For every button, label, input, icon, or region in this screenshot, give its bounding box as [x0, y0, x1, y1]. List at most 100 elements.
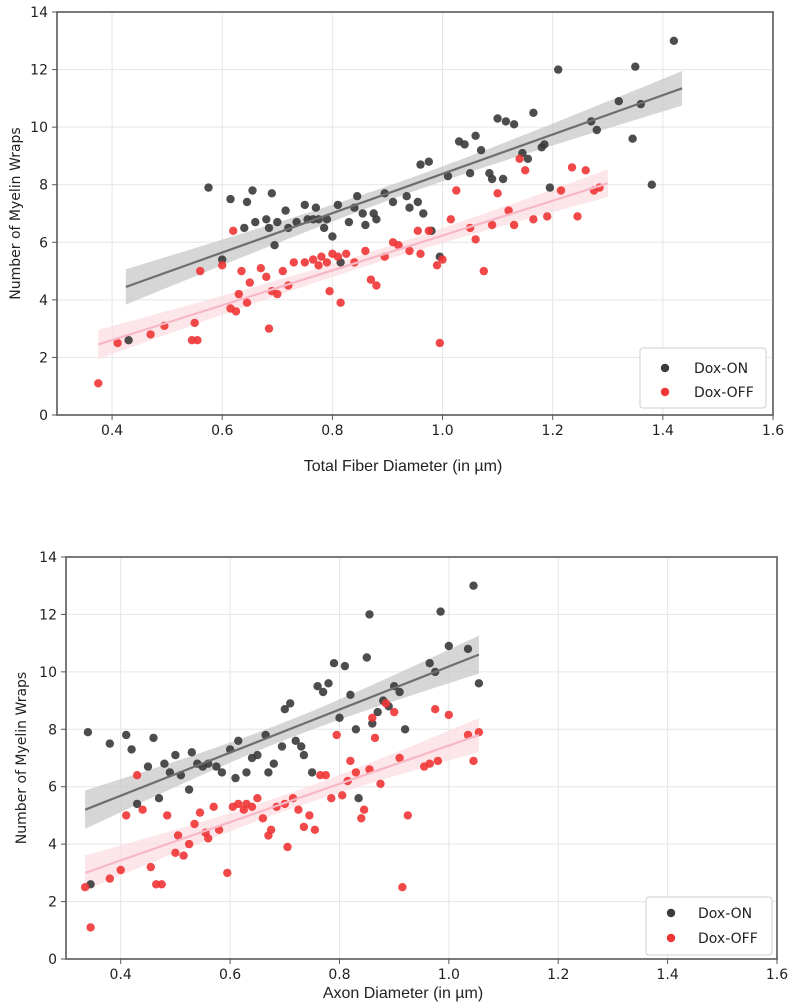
point-dox-off	[229, 226, 238, 235]
point-dox-off	[234, 289, 243, 299]
x-tick-label: 1.0	[431, 423, 453, 439]
x-tick-label: 1.4	[656, 967, 678, 983]
point-dox-on	[362, 653, 371, 662]
point-dox-on	[307, 768, 317, 777]
point-dox-off	[327, 794, 336, 803]
legend-marker-dox-on	[660, 363, 670, 373]
point-dox-on	[592, 125, 601, 135]
point-dox-off	[405, 246, 414, 256]
point-dox-off	[431, 705, 440, 714]
point-dox-off	[242, 298, 252, 307]
fit-line-dox-on	[125, 87, 683, 288]
point-dox-off	[253, 794, 262, 803]
point-dox-on	[628, 134, 637, 143]
point-dox-off	[321, 771, 330, 780]
point-dox-on	[242, 768, 251, 777]
legend-marker-dox-off	[666, 933, 676, 943]
point-dox-off	[573, 212, 582, 221]
point-dox-on	[270, 241, 279, 250]
point-dox-on	[264, 223, 274, 233]
y-axis-label: Number of Myelin Wraps	[14, 672, 30, 844]
point-dox-off	[179, 851, 188, 860]
point-dox-off	[218, 261, 227, 270]
point-dox-on	[277, 742, 287, 751]
point-dox-off	[433, 756, 443, 766]
axis-ticks: 0.4 0.6 0.8 1.0 1.2 1.4 1.6 0 2 4 6 8 10 12 14	[39, 550, 788, 983]
point-dox-off	[163, 811, 172, 820]
point-dox-on	[267, 189, 276, 198]
legend-marker-dox-on	[666, 908, 676, 918]
point-dox-on	[171, 750, 180, 760]
point-dox-off	[381, 699, 391, 708]
y-tick-label: 10	[30, 120, 48, 136]
point-dox-on	[212, 762, 221, 771]
point-dox-off	[204, 834, 213, 843]
point-dox-off	[438, 255, 447, 264]
point-dox-on	[124, 336, 133, 345]
x-tick-label: 1.4	[652, 423, 674, 439]
point-dox-on	[143, 762, 153, 771]
y-tick-label: 10	[39, 665, 57, 681]
point-dox-on	[358, 209, 367, 218]
point-dox-off	[237, 266, 246, 276]
point-dox-off	[416, 249, 425, 258]
point-dox-on	[322, 215, 332, 224]
point-dox-off	[372, 281, 381, 290]
point-dox-on	[424, 157, 433, 166]
point-dox-on	[324, 679, 333, 688]
y-tick-label: 6	[48, 780, 57, 796]
x-tick-label: 0.8	[321, 423, 343, 439]
x-tick-label: 0.6	[219, 967, 241, 983]
point-dox-on	[523, 154, 533, 163]
axis-ticks: 0.4 0.6 0.8 1.0 1.2 1.4 1.6 0 2 4 6 8 10 12 14	[30, 5, 784, 439]
point-dox-on	[501, 117, 511, 126]
point-dox-on	[273, 217, 282, 227]
point-dox-on	[388, 197, 398, 207]
point-dox-on	[493, 114, 502, 123]
y-tick-label: 8	[48, 722, 57, 738]
point-dox-on	[425, 659, 434, 668]
legend: Dox-ON Dox-OFF	[645, 896, 773, 956]
point-dox-off	[452, 186, 461, 195]
point-dox-on	[319, 223, 329, 233]
point-dox-on	[373, 707, 382, 717]
point-dox-on	[545, 183, 555, 192]
point-dox-on	[184, 785, 194, 794]
point-dox-on	[631, 62, 640, 71]
point-dox-on	[400, 725, 410, 734]
point-dox-on	[647, 180, 656, 189]
point-dox-on	[311, 203, 321, 212]
data-points	[94, 36, 679, 388]
data-points	[80, 581, 484, 932]
legend-label-dox-off: Dox-OFF	[698, 931, 758, 947]
point-dox-on	[217, 768, 227, 777]
point-dox-on	[286, 699, 295, 708]
y-tick-label: 8	[39, 178, 48, 194]
plot-frame	[56, 11, 774, 416]
plot-frame	[65, 556, 778, 960]
point-dox-off	[80, 883, 90, 892]
point-dox-on	[328, 232, 337, 241]
point-dox-on	[351, 725, 361, 734]
point-dox-on	[154, 794, 164, 803]
point-dox-on	[231, 773, 240, 783]
x-tick-label: 1.6	[766, 967, 788, 983]
point-dox-off	[262, 272, 271, 281]
y-tick-label: 4	[39, 293, 48, 309]
y-tick-label: 14	[30, 5, 48, 21]
point-dox-on	[395, 687, 404, 697]
point-dox-off	[509, 220, 519, 230]
point-dox-off	[86, 923, 95, 932]
x-axis-label: Total Fiber Diameter (in µm)	[304, 458, 503, 475]
point-dox-on	[463, 644, 473, 654]
point-dox-off	[105, 874, 115, 883]
y-tick-label: 0	[48, 952, 57, 968]
fit-line-dox-off	[97, 182, 609, 346]
point-dox-on	[160, 759, 169, 768]
point-dox-off	[231, 307, 241, 316]
point-dox-on	[413, 197, 422, 207]
point-dox-off	[258, 814, 268, 823]
point-dox-off	[157, 880, 166, 889]
point-dox-off	[300, 258, 309, 267]
point-dox-off	[116, 865, 125, 875]
